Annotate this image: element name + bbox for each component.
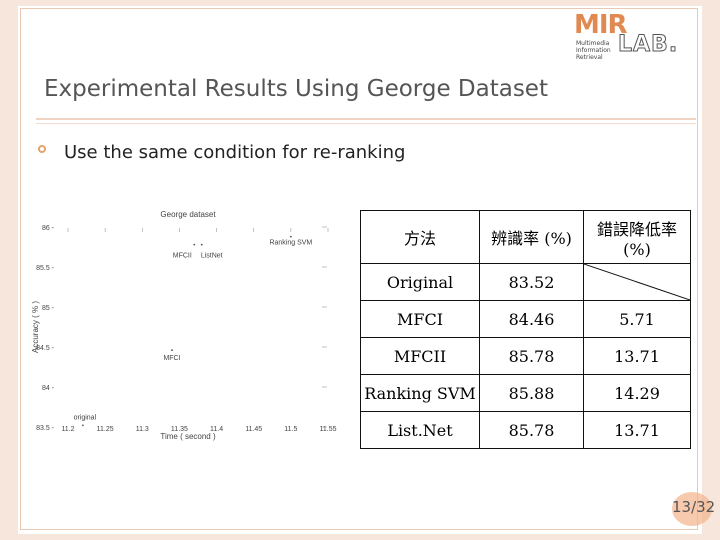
y-tick-label: 83.5 - [36,425,55,432]
mirlab-logo: MIR Multimedia Information Retrieval LAB… [574,10,682,61]
data-point [200,243,203,246]
page-number-badge [672,492,712,526]
accuracy-cell: 83.52 [479,263,584,301]
data-point [81,424,84,427]
slide-inner-border [20,8,698,530]
error-reduction-cell: 13.71 [583,337,691,375]
header-accuracy: 辨識率 (%) [479,210,584,264]
table-row: MFCI 84.46 5.71 [360,300,691,338]
accuracy-cell: 85.78 [479,411,584,449]
x-tick-label: 11.45 [245,426,262,433]
logo-mir-text: MIR [574,10,628,40]
x-tick-label: 11.25 [97,426,114,433]
bullet-circle-icon [38,145,46,153]
method-cell: List.Net [360,411,480,449]
data-point [193,243,196,246]
logo-subtitle: Multimedia Information Retrieval [576,40,611,61]
accuracy-cell: 85.78 [479,337,584,375]
data-point-label: ListNet [201,253,223,260]
bullet-text: Use the same condition for re-ranking [64,142,406,163]
data-point-label: MFCII [173,253,192,260]
logo-lab-text: LAB. [617,32,679,58]
chart-y-label: Accuracy ( % ) [31,301,40,353]
data-point-label: original [74,414,97,421]
error-reduction-cell: 5.71 [583,300,691,338]
table-row: Ranking SVM 85.88 14.29 [360,374,691,412]
y-tick-label: 84.5 - [36,345,55,352]
method-cell: MFCII [360,337,480,375]
method-cell: MFCI [360,300,480,338]
slide-frame-left [0,0,18,540]
logo-line-3: Retrieval [576,54,603,61]
x-tick-label: 11.35 [171,426,188,433]
header-error-reduction: 錯誤降低率 (%) [583,210,691,264]
slide-frame-top [0,0,720,6]
data-point-label: Ranking SVM [269,240,312,247]
slide-title: Experimental Results Using George Datase… [44,76,548,102]
y-tick-label: 85.5 - [36,265,55,272]
chart-x-label: Time ( second ) [160,432,216,441]
george-dataset-chart: George dataset Time ( second ) Accuracy ( … [31,210,337,441]
title-divider-secondary [36,123,696,124]
data-point [289,235,292,238]
method-cell: Original [360,263,480,301]
results-table: 方法 辨識率 (%) 錯誤降低率 (%) Original 83.52 MFCI… [360,210,691,449]
x-tick-label: 11.4 [210,426,223,433]
title-divider [36,118,696,120]
slide-frame-right [702,0,720,540]
error-reduction-cell-empty [583,263,691,301]
y-tick-label: 84 - [42,385,55,392]
table-row: List.Net 85.78 13.71 [360,411,691,449]
y-tick-label: 85 - [42,305,55,312]
error-reduction-cell: 13.71 [583,411,691,449]
y-tick-label: 86 - [42,225,55,232]
diagonal-line [584,264,690,300]
x-tick-label: 11.3 [136,426,149,433]
slide-frame-bottom [0,534,720,540]
x-tick-label: 11.2 [61,426,74,433]
logo-line-2: Information [576,47,611,54]
logo-line-1: Multimedia [576,40,610,47]
chart-title: George dataset [160,210,216,219]
accuracy-cell: 84.46 [479,300,584,338]
table-row: MFCII 85.78 13.71 [360,337,691,375]
x-tick-label: 11.55 [320,426,337,433]
x-tick-label: 11.5 [284,426,297,433]
table-header-row: 方法 辨識率 (%) 錯誤降低率 (%) [360,210,691,264]
data-point-label: MFCI [163,355,180,362]
table-row: Original 83.52 [360,263,691,301]
header-method: 方法 [360,210,480,264]
accuracy-cell: 85.88 [479,374,584,412]
method-cell: Ranking SVM [360,374,480,412]
page-number: 13/32 [672,498,716,516]
data-point [171,349,173,352]
error-reduction-cell: 14.29 [583,374,691,412]
